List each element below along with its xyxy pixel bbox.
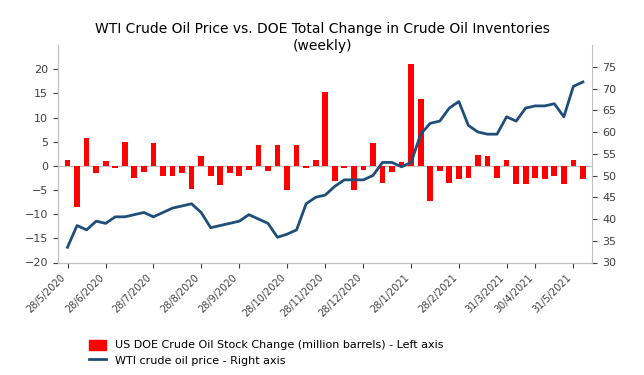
Bar [112,166,118,168]
Bar [198,156,204,166]
Bar [160,166,166,176]
Bar [418,99,424,166]
Bar [179,166,185,173]
Bar [513,166,519,184]
Bar [370,142,376,166]
Bar [561,166,567,184]
Bar [246,166,252,170]
Bar [571,160,576,166]
Bar [103,161,109,166]
Bar [332,166,337,181]
Bar [84,138,90,166]
Bar [542,166,547,179]
Bar [303,166,309,168]
Bar [446,166,452,183]
Bar [389,166,395,172]
Bar [323,92,328,166]
Bar [122,142,128,166]
Bar [274,145,280,166]
Bar [523,166,529,184]
Bar [284,166,290,190]
Bar [74,166,80,207]
Legend: US DOE Crude Oil Stock Change (million barrels) - Left axis, WTI crude oil price: US DOE Crude Oil Stock Change (million b… [90,340,443,366]
Bar [485,156,490,166]
Bar [408,64,414,166]
Bar [437,166,442,171]
Bar [466,166,471,178]
Bar [169,166,175,176]
Bar [151,143,156,166]
Bar [227,166,232,173]
Bar [361,166,366,170]
Bar [265,166,271,171]
Bar [533,166,538,178]
Bar [218,166,223,185]
Bar [236,166,242,176]
Bar [351,166,357,190]
Bar [494,166,500,178]
Bar [341,166,347,168]
Bar [475,155,481,166]
Bar [64,160,70,166]
Bar [189,166,194,189]
Text: WTI Crude Oil Price vs. DOE Total Change in Crude Oil Inventories
(weekly): WTI Crude Oil Price vs. DOE Total Change… [95,22,549,53]
Bar [456,166,462,179]
Bar [551,166,557,176]
Bar [379,166,385,183]
Bar [141,166,147,172]
Bar [399,162,404,166]
Bar [428,166,433,201]
Bar [93,166,99,173]
Bar [131,166,137,178]
Bar [580,166,586,179]
Bar [256,145,261,166]
Bar [504,160,509,166]
Bar [313,160,319,166]
Bar [208,166,214,177]
Bar [294,145,299,166]
